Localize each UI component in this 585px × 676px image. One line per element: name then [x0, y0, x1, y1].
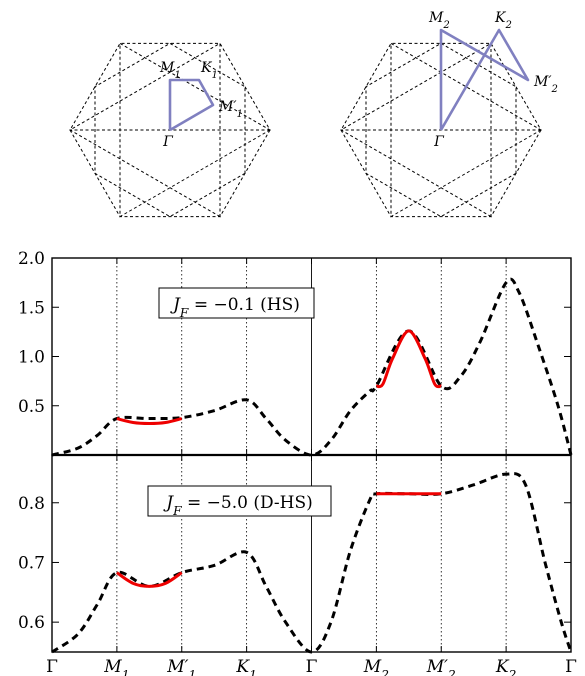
x-tick-label: K1	[235, 657, 257, 676]
annotation-box	[158, 287, 315, 319]
x-tick-label: Γ	[306, 657, 318, 676]
dispersion-curve-dashed	[51, 277, 573, 457]
y-tick-label: 0.8	[18, 494, 45, 514]
annotation-text: JF = −5.0 (D-HS)	[163, 493, 313, 518]
y-tick-label: 1.0	[18, 348, 45, 368]
dispersion-curve-highlight	[116, 571, 183, 588]
x-tick-label: M2	[363, 657, 389, 676]
brillouin-zone-diagrams: Γ M1 K1M′1 Γ M2 K2 M′2	[68, 10, 558, 218]
inner-hexagon	[94, 42, 246, 218]
bz-point-label: M′1	[218, 99, 243, 120]
x-tick-label: M′1	[166, 657, 196, 676]
bz-point-label: Γ	[433, 134, 445, 150]
dispersion-curve-highlight	[375, 329, 442, 389]
k-path	[168, 78, 215, 132]
annotation-box	[147, 485, 332, 517]
k-path	[439, 28, 530, 131]
bz-point-label: Γ	[162, 134, 174, 150]
bz-point-label: M′2	[533, 74, 558, 95]
bz-point-label: K1	[200, 60, 218, 81]
panel-2: 0.6 0.7 0.8 JF = −5.0 (D-HS)	[18, 454, 573, 654]
y-tick-label: 0.6	[18, 613, 45, 633]
x-tick-label: M′2	[426, 657, 456, 676]
inner-triangle	[339, 42, 492, 218]
dispersion-plots: 0.5 1.0 1.5 2.0 JF = −0.1 (HS) 0.6 0.7 0.8 JF = …	[18, 249, 577, 676]
y-tick-label: 2.0	[18, 249, 45, 269]
x-tick-label: M1	[103, 657, 129, 676]
annotation-text: JF = −0.1 (HS)	[170, 295, 300, 320]
inner-triangle	[68, 42, 221, 218]
dispersion-curve-highlight	[116, 417, 183, 425]
x-tick-label: Γ	[565, 657, 577, 676]
inner-hexagon	[365, 42, 517, 218]
bz-point-label: K2	[494, 10, 512, 31]
y-tick-label: 0.7	[18, 553, 45, 573]
panel-1: 0.5 1.0 1.5 2.0 JF = −0.1 (HS)	[18, 249, 573, 457]
brillouin-zone-2: Γ M2 K2 M′2	[339, 10, 558, 218]
bz-point-label: M2	[428, 10, 450, 31]
y-tick-label: 1.5	[18, 298, 45, 318]
brillouin-zone-1: Γ M1 K1M′1	[68, 42, 272, 218]
dispersion-curve-dashed	[51, 472, 573, 654]
x-tick-label: Γ	[46, 657, 58, 676]
x-tick-label: K2	[495, 657, 517, 676]
y-tick-label: 0.5	[18, 397, 45, 417]
bz-point-label: M1	[159, 60, 181, 81]
